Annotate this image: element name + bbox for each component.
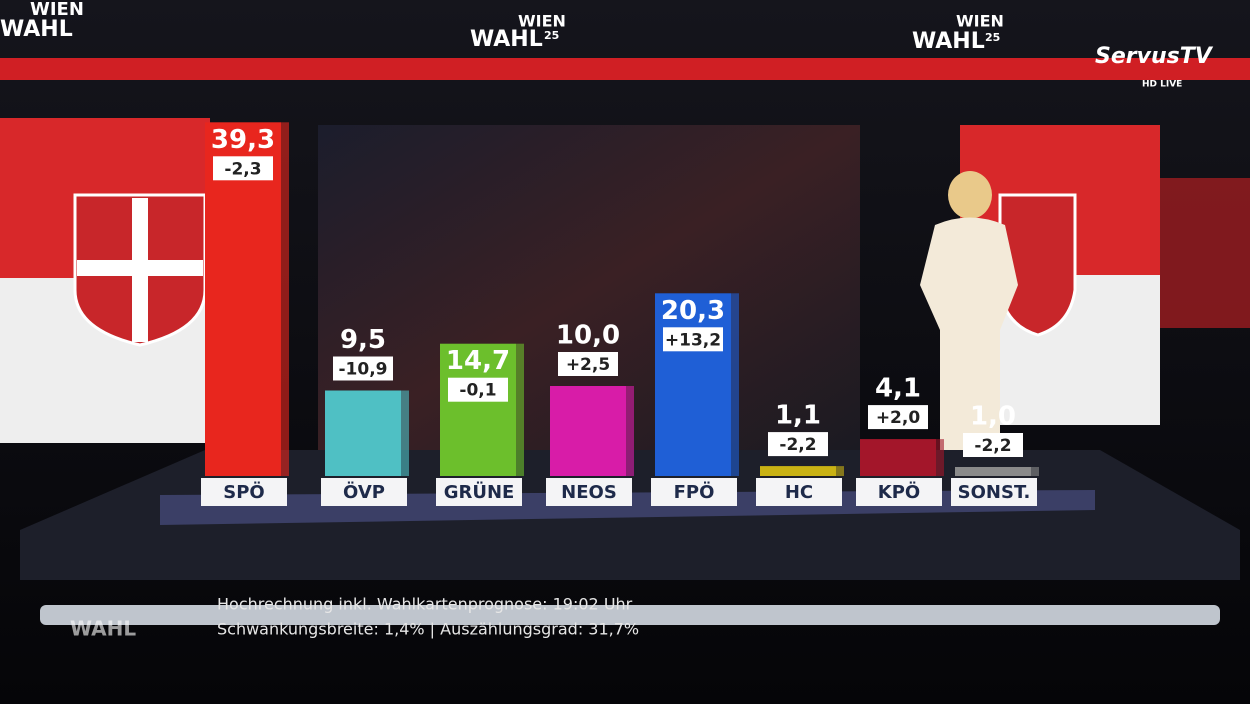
value-label: 14,7 [446,346,510,376]
category-label: HC [785,482,813,503]
change-box [213,156,273,181]
bar [655,293,731,476]
value-label: 1,1 [775,401,821,431]
side-stripes [1160,178,1250,328]
category-label: SPÖ [223,481,264,503]
category-box [651,478,737,506]
bar [550,386,626,476]
category-label: KPÖ [878,481,920,503]
value-label: 10,0 [556,321,620,351]
bar-side [281,122,289,477]
category-label: NEOS [561,482,617,503]
logo-text: WIEN [30,0,84,20]
footer-line: Schwankungsbreite: 1,4% | Auszählungsgra… [217,620,639,639]
category-label: ÖVP [343,481,385,503]
presenter [920,171,1018,450]
category-box [546,478,632,506]
value-label: 1,0 [970,402,1016,432]
bar [955,467,1031,476]
change-box [768,432,828,457]
change-label: -2,2 [779,435,816,455]
category-box [856,478,942,506]
category-label: FPÖ [674,481,715,503]
change-box [663,327,723,352]
value-label: 4,1 [875,374,921,404]
logo-text: 25 [544,29,559,42]
change-label: +2,0 [876,408,921,428]
bar-side [401,390,409,476]
bar-side [731,293,739,476]
logo-text: WIEN [956,12,1004,31]
bar [860,439,936,476]
coat-cross [77,198,203,342]
footer-line: Hochrechnung inkl. Wahlkartenprognose: 1… [217,595,633,614]
bar-side [836,466,844,476]
category-label: SONST. [958,482,1031,503]
change-label: -0,1 [459,381,496,401]
change-box [333,356,393,381]
channel-logo: ServusTV [1095,44,1214,69]
logo: WIEN WAHL WIEN WAHL 25 WIEN WAHL 25 Serv… [0,0,1214,641]
change-label: -2,3 [224,159,261,179]
stage-light [40,605,1220,625]
change-label: +13,2 [665,330,721,350]
logo-text: 25 [985,31,1000,44]
channel-badge: HD LIVE [1142,80,1182,90]
logo-text: WAHL [470,27,543,52]
bar-side [1031,467,1039,476]
value-label: 39,3 [211,125,275,155]
bar [760,466,836,476]
bar [325,390,401,476]
logo-text: WAHL [0,17,73,42]
bar-side [936,439,944,476]
bar-side [516,343,524,476]
change-label: -2,2 [974,436,1011,456]
red-stripe [0,58,1250,80]
value-label: 9,5 [340,325,386,355]
bar [440,343,516,476]
change-label: +2,5 [566,355,610,375]
category-label: GRÜNE [444,481,515,503]
change-box [558,352,618,376]
change-box [963,433,1023,457]
logo-text: WAHL [912,29,985,54]
category-box [201,478,287,506]
value-label: 20,3 [661,296,725,326]
category-box [436,478,522,506]
change-box [448,377,508,402]
category-box [321,478,407,506]
bar-side [626,386,634,476]
change-label: -10,9 [339,360,388,380]
logo-text: WAHL [70,617,136,641]
category-box [756,478,842,506]
logo-text: WIEN [518,12,566,31]
category-box [951,478,1037,506]
bar [205,122,281,477]
change-box [868,405,928,430]
